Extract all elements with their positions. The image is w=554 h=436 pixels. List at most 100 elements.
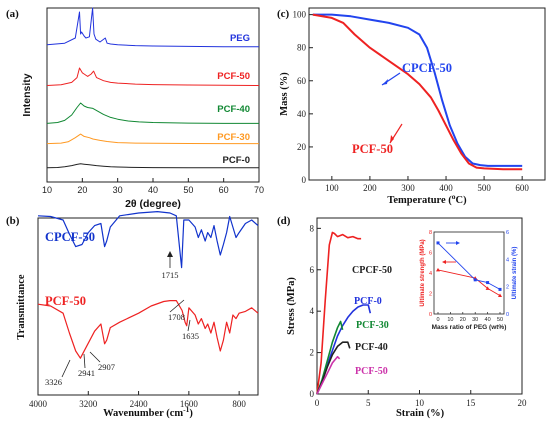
panel-b-xtick-3-label: 1600 (180, 399, 199, 409)
panel-c-xtick-2-label: 300 (401, 183, 415, 193)
panel-d-legend-pcf-50: PCF-50 (355, 366, 388, 377)
panel-b-xlabel-post: ) (189, 408, 193, 419)
inset-yleft-tick-1: 2 (429, 292, 432, 298)
panel-a-xticks: 10 20 30 40 50 60 70 (42, 178, 264, 195)
panel-b-annotation-arrowhead-1715 (167, 251, 173, 257)
panel-a-legend: PEG PCF-50 PCF-40 PCF-30 PCF-0 (217, 33, 250, 166)
inset-strain-line (437, 242, 501, 290)
panel-b-annotation-pointer-1708 (169, 299, 185, 313)
inset-strength-point-0 (436, 267, 440, 272)
panel-d-xtick-1-label: 5 (366, 398, 371, 408)
panel-d-legend-pcf-40: PCF-40 (355, 342, 388, 353)
panel-c-frame (308, 7, 546, 181)
panel-a-series (46, 7, 260, 169)
panel-b-series-cpcf-50 (37, 211, 259, 269)
panel-a-legend-pcf-0: PCF-0 (223, 155, 250, 166)
panel-a-xlabel: 2θ (degree) (125, 198, 181, 210)
panel-d-legend-pcf-30: PCF-30 (356, 320, 389, 331)
panel-b-xtick-1-label: 3200 (79, 399, 98, 409)
panel-d-xtick-0-label: 0 (315, 398, 320, 408)
panel-c-series-name-pcf50: PCF-50 (352, 142, 393, 156)
panel-a-xtick-0-label: 10 (42, 185, 52, 195)
panel-b-annotation-pointer-2941 (83, 353, 86, 369)
panel-a-xtick-1-label: 20 (77, 185, 87, 195)
panel-a-legend-peg: PEG (230, 33, 250, 44)
panel-b-frame (37, 217, 259, 396)
panel-b-label: (b) (6, 215, 20, 227)
inset-xtick-5-label: 50 (497, 317, 503, 323)
panel-d-series (316, 231, 372, 395)
panel-d-series-pcf-50 (316, 355, 341, 395)
panel-d-ytick-2-label: 4 (310, 306, 315, 316)
inset-yleft-tick-4: 8 (429, 230, 432, 236)
panel-d-xtick-4-label: 20 (518, 398, 528, 408)
inset-yright-tick-2: 4 (506, 257, 509, 263)
panel-b: (b) 4000 3200 2400 1600 800 CPCF-50 PCF-50 1… (6, 211, 259, 419)
panel-b-series-pcf-50 (37, 300, 259, 359)
panel-c-ylabel: Mass (%) (279, 72, 290, 116)
panel-a-series-pcf-0 (46, 163, 259, 169)
panel-c-arrowhead-cpcf50 (382, 79, 388, 85)
panel-b-xtick-0-label: 4000 (29, 399, 48, 409)
panel-b-annotation-2941: 2941 (78, 368, 95, 378)
panel-a-xtick-5-label: 60 (219, 185, 229, 195)
panel-b-series (37, 211, 259, 359)
panel-b-annotation-pointer-3326 (61, 359, 71, 378)
panel-c-xtick-5-label: 600 (515, 183, 529, 193)
panel-c: (c) 100 200 300 400 500 600 0 20 40 60 80 100 CPCF-… (277, 7, 546, 206)
panel-c-ytick-2-label: 40 (297, 109, 307, 119)
panel-b-xtick-4-label: 800 (232, 399, 246, 409)
panel-d-legend-cpcf-50: CPCF-50 (352, 265, 392, 276)
panel-b-xlabel-pre: Wavenumber (cm (103, 408, 183, 419)
panel-d-xtick-2-label: 10 (415, 398, 425, 408)
inset-ylabel-right: Ultimate strain (%) (512, 247, 518, 300)
inset-xtick-2-label: 20 (460, 317, 466, 323)
inset-strength-arrowhead (442, 260, 446, 264)
inset-strain-point-0 (436, 241, 440, 245)
panel-d-ylabel: Stress (MPa) (286, 277, 297, 335)
panel-a-label: (a) (6, 8, 19, 20)
panel-a-series-pcf-30 (46, 133, 259, 145)
inset-strain-arrowhead (456, 241, 460, 245)
panel-d-ytick-1-label: 2 (310, 348, 315, 358)
inset-ylabel-left: Ultimate strength (MPa) (420, 239, 426, 306)
panel-b-xtick-2-label: 2400 (130, 399, 149, 409)
panel-c-xtick-4-label: 500 (477, 183, 491, 193)
panel-c-xlabel: Temperature (oC) (387, 192, 467, 206)
panel-b-xlabel-sup: -1 (183, 405, 189, 414)
panel-b-annotation-pointer-2907 (89, 351, 101, 363)
panel-d-xlabel: Strain (%) (396, 408, 445, 419)
panel-b-annotation-1715: 1715 (162, 270, 179, 280)
inset-xtick-3-label: 30 (472, 317, 478, 323)
panel-a-xtick-4-label: 50 (183, 185, 193, 195)
panel-d-ytick-0-label: 0 (310, 389, 315, 399)
panel-b-annotation-2907: 2907 (98, 362, 115, 372)
panel-c-xlabel-pre: Temperature ( (387, 195, 452, 206)
inset-xlabel: Mass ratio of PEG (wt%) (432, 324, 507, 331)
inset-strain-point-3 (498, 287, 502, 291)
panel-a-legend-pcf-50: PCF-50 (217, 71, 250, 82)
panel-d-series-cpcf-50 (316, 231, 362, 395)
panel-d-legend-pcf-0: PCF-0 (354, 296, 382, 307)
panel-a-legend-pcf-40: PCF-40 (217, 104, 250, 115)
inset-yright-tick-0: 0 (506, 312, 509, 318)
panel-c-series-cpcf-50 (312, 13, 523, 167)
panel-c-xlabel-post: C) (456, 195, 468, 206)
panel-c-ytick-5-label: 100 (293, 10, 307, 20)
panel-a-xtick-3-label: 40 (148, 185, 158, 195)
panel-b-series-name-cpcf50: CPCF-50 (45, 230, 95, 244)
panel-c-series-pcf-50 (312, 13, 523, 171)
panel-a-xtick-6-label: 70 (254, 185, 264, 195)
inset-yleft-tick-3: 6 (429, 251, 432, 257)
panel-c-xtick-1-label: 200 (363, 183, 377, 193)
inset-yleft-tick-2: 4 (429, 271, 432, 277)
panel-c-ytick-0-label: 0 (302, 175, 307, 185)
panel-c-series (312, 13, 523, 171)
panel-b-series-name-pcf50: PCF-50 (45, 294, 86, 308)
panel-d-ytick-4-label: 8 (310, 223, 315, 233)
inset-frame (433, 231, 505, 315)
panel-b-annotation-pointer-1635 (187, 319, 191, 332)
